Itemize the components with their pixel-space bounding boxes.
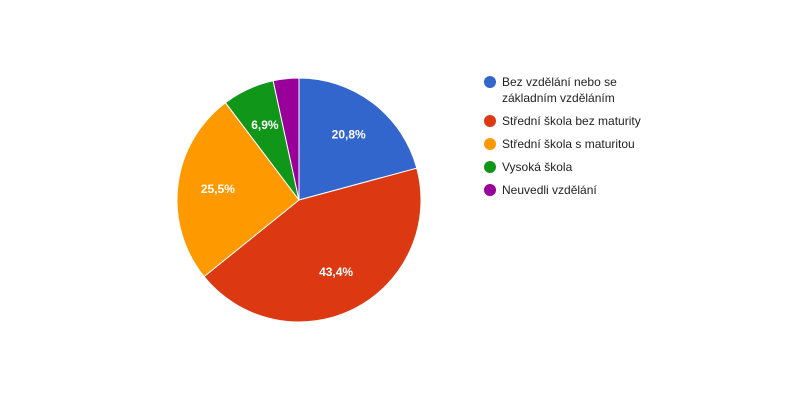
legend-item: Vysoká škola xyxy=(484,159,654,175)
legend-item: Neuvedli vzdělání xyxy=(484,182,654,198)
slice-label: 43,4% xyxy=(319,265,353,279)
pie-slice xyxy=(272,77,300,201)
legend-label: Střední škola bez maturity xyxy=(502,114,641,128)
legend-label: Vysoká škola xyxy=(502,160,573,174)
legend-item: Střední škola bez maturity xyxy=(484,113,654,129)
legend-item: Střední škola s maturitou xyxy=(484,136,654,152)
legend-swatch xyxy=(484,184,496,196)
legend-label: Střední škola s maturitou xyxy=(502,137,635,151)
pie-slice xyxy=(176,101,300,278)
legend-swatch xyxy=(484,76,496,88)
slice-label: 25,5% xyxy=(201,182,235,196)
pie-slice xyxy=(298,77,418,201)
slice-label: 6,9% xyxy=(251,118,279,132)
legend-swatch xyxy=(484,161,496,173)
legend-swatch xyxy=(484,138,496,150)
legend-swatch xyxy=(484,115,496,127)
legend-label: Neuvedli vzdělání xyxy=(502,183,597,197)
legend-label: Bez vzdělání nebo se základním vzděláním xyxy=(502,75,617,105)
legend-item: Bez vzdělání nebo se základním vzděláním xyxy=(484,74,654,106)
slice-label: 20,8% xyxy=(332,127,366,141)
legend: Bez vzdělání nebo se základním vzděláním… xyxy=(484,74,654,205)
pie-slice xyxy=(203,167,422,323)
